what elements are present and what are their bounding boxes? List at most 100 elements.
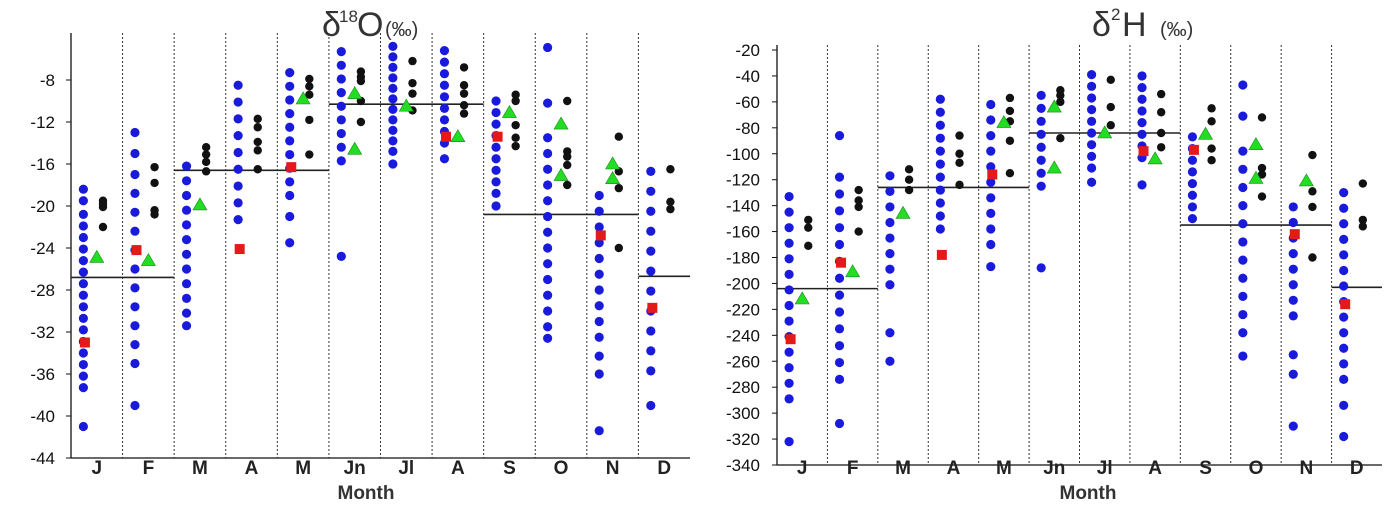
hydrogen-blue-point: [1087, 128, 1097, 138]
hydrogen-y-tick-label: -180: [726, 249, 760, 268]
oxygen-black-point: [201, 167, 211, 176]
hydrogen-blue-point: [986, 162, 996, 172]
hydrogen-green-point: [1298, 173, 1314, 187]
hydrogen-y-tick-label: -160: [726, 223, 760, 242]
oxygen-blue-point: [646, 206, 656, 216]
hydrogen-green-point: [1248, 170, 1264, 184]
hydrogen-green-point: [794, 291, 810, 305]
hydrogen-green-point: [1046, 99, 1062, 113]
oxygen-black-point: [356, 76, 366, 86]
hydrogen-black-point: [1156, 89, 1166, 99]
hydrogen-black-point: [1358, 222, 1368, 231]
oxygen-blue-point: [336, 88, 346, 98]
hydrogen-red-point: [1188, 144, 1199, 155]
oxygen-month-label: A: [245, 458, 259, 479]
oxygen-blue-point: [130, 207, 140, 217]
hydrogen-y-tick-label: -300: [726, 404, 760, 423]
oxygen-black-point: [666, 204, 675, 214]
hydrogen-blue-point: [1087, 70, 1097, 80]
hydrogen-y-tick-label: -260: [726, 352, 760, 371]
oxygen-blue-point: [78, 325, 88, 335]
oxygen-blue-point: [439, 115, 450, 125]
oxygen-blue-point: [181, 161, 192, 171]
hydrogen-red-point: [1138, 146, 1149, 157]
hydrogen-blue-point: [1288, 217, 1298, 228]
hydrogen-blue-point: [784, 363, 794, 373]
hydrogen-blue-point: [784, 254, 794, 264]
hydrogen-blue-point: [1187, 202, 1198, 212]
oxygen-blue-point: [491, 177, 501, 187]
hydrogen-y-tick-label: -200: [726, 274, 760, 293]
hydrogen-blue-point: [935, 146, 945, 156]
oxygen-blue-point: [543, 322, 553, 332]
oxygen-month-label: Jn: [344, 458, 366, 479]
oxygen-blue-point: [78, 290, 88, 300]
oxygen-blue-point: [594, 253, 604, 264]
hydrogen-black-point: [955, 180, 964, 190]
hydrogen-blue-point: [1036, 142, 1046, 152]
hydrogen-y-tick-label: -320: [726, 430, 760, 449]
hydrogen-blue-point: [986, 115, 996, 125]
oxygen-y-tick-label: -28: [30, 281, 55, 300]
hydrogen-blue-point: [935, 185, 945, 195]
oxygen-black-point: [459, 101, 469, 110]
hydrogen-blue-point: [1339, 234, 1349, 244]
oxygen-blue-point: [130, 321, 140, 331]
hydrogen-blue-point: [935, 120, 945, 130]
oxygen-y-tick-label: -20: [30, 197, 55, 216]
hydrogen-blue-point: [1238, 328, 1248, 338]
hydrogen-y-tick-label: -140: [726, 197, 760, 216]
hydrogen-blue-point: [834, 341, 845, 351]
hydrogen-blue-point: [784, 285, 794, 295]
hydrogen-black-point: [1308, 253, 1317, 262]
oxygen-blue-point: [78, 348, 88, 358]
hydrogen-blue-point: [784, 347, 794, 357]
hydrogen-blue-point: [1288, 311, 1298, 321]
hydrogen-blue-point: [986, 193, 996, 203]
oxygen-blue-point: [388, 52, 398, 62]
hydrogen-green-point: [1097, 125, 1113, 139]
oxygen-x-axis-label: Month: [338, 483, 395, 504]
hydrogen-blue-point: [885, 217, 895, 228]
oxygen-black-point: [614, 243, 624, 253]
oxygen-y-tick-label: -8: [40, 71, 55, 90]
oxygen-blue-point: [491, 96, 501, 106]
oxygen-black-point: [305, 150, 314, 159]
oxygen-chart: δ 18 O (‰) Month -8 -12 -16 -20 -24 -28 -32 -36…: [30, 6, 690, 504]
hydrogen-blue-point: [1137, 129, 1147, 139]
oxygen-blue-point: [130, 169, 140, 180]
oxygen-blue-point: [233, 80, 243, 90]
oxygen-title-element: O: [357, 6, 383, 44]
oxygen-y-tick-label: -36: [30, 365, 55, 384]
oxygen-black-point: [614, 132, 624, 141]
oxygen-month-label: O: [554, 458, 569, 479]
oxygen-black-point: [511, 90, 520, 99]
oxygen-blue-point: [336, 128, 346, 139]
oxygen-blue-point: [285, 95, 295, 105]
oxygen-blue-point: [130, 188, 140, 198]
oxygen-blue-point: [543, 259, 553, 269]
oxygen-blue-point: [130, 340, 140, 350]
oxygen-red-point: [131, 245, 142, 256]
oxygen-blue-point: [233, 131, 243, 141]
oxygen-y-tick-label: -32: [30, 323, 55, 342]
hydrogen-black-point: [1257, 113, 1267, 122]
oxygen-black-point: [511, 96, 520, 106]
hydrogen-blue-point: [935, 172, 945, 182]
hydrogen-blue-point: [834, 357, 845, 368]
oxygen-blue-point: [336, 115, 346, 125]
hydrogen-black-point: [904, 185, 914, 195]
oxygen-blue-point: [130, 148, 140, 159]
hydrogen-blue-point: [885, 202, 895, 212]
oxygen-black-point: [253, 146, 262, 155]
hydrogen-blue-point: [1087, 177, 1097, 187]
oxygen-blue-point: [285, 136, 295, 146]
hydrogen-blue-point: [1087, 151, 1097, 161]
oxygen-blue-point: [336, 60, 346, 70]
hydrogen-title-element: H: [1122, 6, 1147, 44]
hydrogen-blue-point: [885, 233, 895, 243]
hydrogen-month-label: A: [947, 458, 961, 479]
oxygen-green-point: [347, 86, 363, 99]
oxygen-blue-point: [388, 83, 398, 93]
